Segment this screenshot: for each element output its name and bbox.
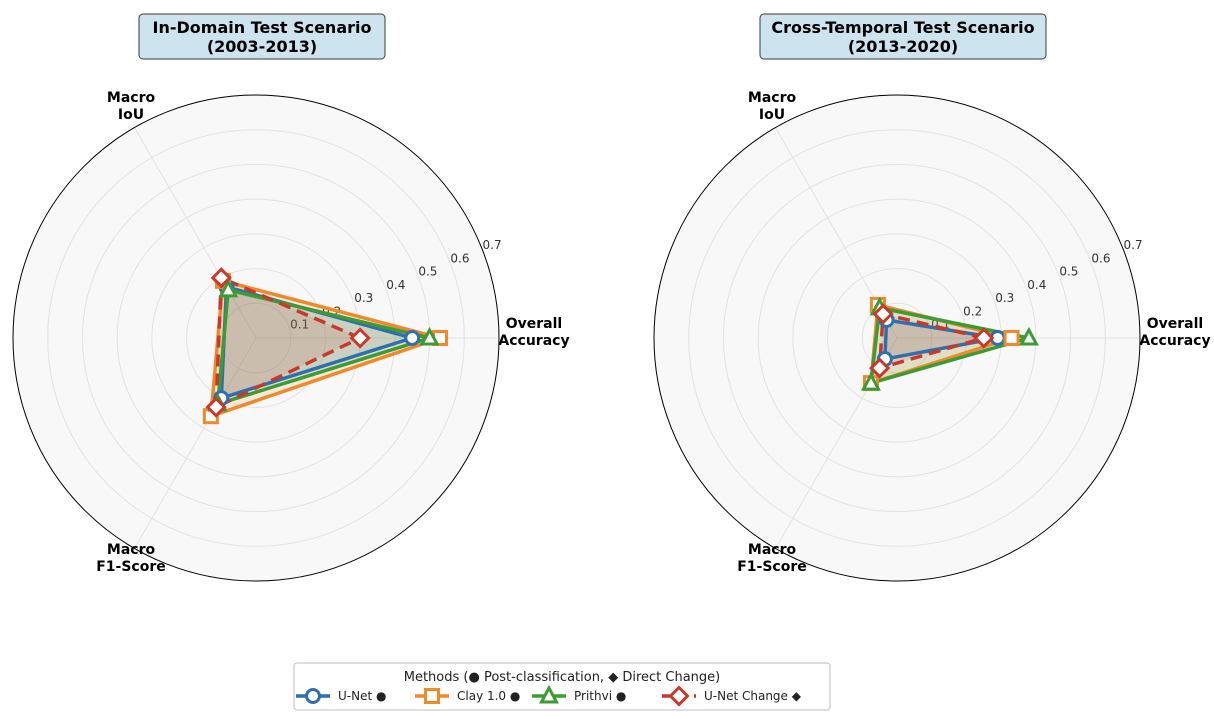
r-tick-label: 0.3 — [995, 291, 1014, 305]
data-point-clay-1-0 — [1003, 330, 1020, 346]
legend-item-u-net: U-Net ● — [296, 688, 387, 704]
series-fill-u-net-change — [216, 277, 361, 408]
series-line-u-net-change — [214, 276, 362, 409]
chart-title: In-Domain Test Scenario — [153, 18, 372, 37]
data-point-u-net-change — [872, 303, 894, 325]
legend-label: U-Net Change ◆ — [704, 689, 802, 703]
polar-frame — [12, 94, 500, 582]
grid-spoke — [134, 127, 257, 339]
r-tick-label: 0.4 — [1027, 278, 1046, 292]
legend-label: U-Net ● — [338, 689, 387, 703]
data-point-prithvi — [218, 278, 239, 298]
polar-frame — [653, 94, 1141, 582]
data-point-u-net-change — [869, 357, 891, 379]
legend-label: Clay 1.0 ● — [457, 689, 520, 703]
data-point-u-net-change — [973, 327, 995, 349]
legend-item-prithvi: Prithvi ● — [532, 684, 626, 704]
data-point-u-net-change — [349, 327, 371, 349]
r-tick-label: 0.3 — [354, 291, 373, 305]
chart-title-box — [138, 13, 386, 60]
r-tick-label: 0.5 — [1059, 265, 1078, 279]
axis-label-macro-iou: Macro IoU — [748, 90, 797, 123]
data-point-prithvi — [1018, 326, 1039, 346]
series-markers — [860, 296, 1039, 392]
axis-label-macro-iou: Macro IoU — [107, 90, 156, 123]
r-tick-label: 0.4 — [386, 278, 405, 292]
legend-label: Prithvi ● — [574, 689, 626, 703]
legend-item-clay-1-0: Clay 1.0 ● — [415, 688, 520, 704]
r-tick-label: 0.7 — [1124, 238, 1143, 252]
series-line-u-net-change — [877, 312, 986, 370]
r-tick-label: 0.7 — [483, 238, 502, 252]
series-fill-prithvi — [217, 289, 430, 405]
data-point-prithvi — [419, 326, 440, 346]
legend-marker — [424, 688, 440, 704]
grid-spoke — [134, 337, 257, 549]
axis-label-overall-accuracy: Overall Accuracy — [1139, 316, 1210, 349]
series-line-clay-1-0 — [209, 279, 442, 418]
data-point-u-net-change — [210, 267, 232, 289]
series-line-prithvi — [869, 306, 1031, 385]
legend-marker — [538, 684, 560, 704]
data-point-u-net-change — [205, 396, 227, 418]
chart-title-box — [759, 13, 1047, 60]
legend-item-u-net-change: U-Net Change ◆ — [662, 685, 802, 707]
series-lines — [209, 276, 442, 418]
series-markers — [202, 267, 448, 425]
data-point-u-net — [404, 330, 421, 346]
r-tick-label: 0.6 — [1091, 251, 1110, 265]
series-lines — [869, 303, 1031, 385]
r-tick-label: 0.5 — [418, 265, 437, 279]
axis-label-macro-f1-score: Macro F1-Score — [96, 542, 166, 575]
chart-subtitle: (2013-2020) — [848, 37, 958, 56]
legend: Methods (● Post-classification, ◆ Direct… — [293, 662, 831, 711]
chart-title: Cross-Temporal Test Scenario — [771, 18, 1034, 37]
series-fills — [210, 277, 440, 417]
series-fill-u-net — [884, 319, 998, 360]
legend-title: Methods (● Post-classification, ◆ Direct… — [404, 670, 720, 685]
series-fill-u-net — [221, 286, 413, 399]
data-point-prithvi — [860, 371, 881, 391]
axis-label-overall-accuracy: Overall Accuracy — [498, 316, 569, 349]
chart-subtitle: (2003-2013) — [207, 37, 317, 56]
r-tick-label: 0.6 — [450, 251, 469, 265]
series-line-prithvi — [216, 288, 432, 406]
axis-label-macro-f1-score: Macro F1-Score — [737, 542, 807, 575]
r-tick-label: 0.2 — [963, 304, 982, 318]
r-tick-label: 0.1 — [290, 318, 309, 332]
legend-marker — [305, 688, 321, 704]
legend-marker — [668, 685, 690, 707]
